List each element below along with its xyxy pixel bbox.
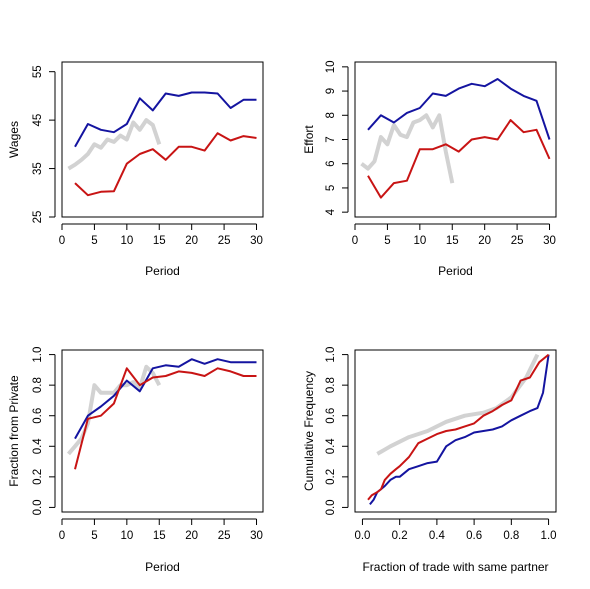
- y-tick-label: 10: [325, 60, 337, 73]
- x-tick-label: 10: [413, 235, 426, 247]
- x-tick-label: 0.0: [354, 530, 370, 542]
- x-tick-label: 5: [384, 235, 390, 247]
- panel-cumulative: 0.0 0.2 0.4 0.6 0.8 1.0 0.0 0.2 0.4 0.6 0.8 1.0 Frac…: [302, 347, 557, 574]
- series-line-red: [74, 367, 257, 470]
- y-axis-title: Cumulative Frequency: [302, 371, 316, 491]
- x-axis: 0 5 10 15 20 25 30: [352, 223, 556, 247]
- x-tick-label: 1.0: [541, 530, 557, 542]
- y-axis-title: Wages: [7, 121, 21, 158]
- y-tick-label: 0.4: [325, 438, 337, 455]
- y-tick-label: 45: [32, 114, 44, 127]
- y-tick-label: 0.2: [325, 469, 337, 485]
- x-tick-label: 30: [250, 530, 263, 542]
- y-tick-label: 5: [325, 185, 337, 191]
- x-axis: 0.0 0.2 0.4 0.6 0.8 1.0: [354, 518, 557, 542]
- x-tick-label: 15: [446, 235, 459, 247]
- x-axis-title: Period: [145, 264, 180, 278]
- x-tick-label: 0: [59, 235, 65, 247]
- x-tick-label: 30: [543, 235, 556, 247]
- series-line-red: [367, 353, 550, 501]
- y-tick-label: 8: [325, 112, 337, 118]
- y-axis: 0.0 0.2 0.4 0.6 0.8 1.0: [325, 347, 349, 515]
- x-tick-label: 0.2: [392, 530, 408, 542]
- x-tick-label: 20: [185, 235, 198, 247]
- y-tick-label: 0.8: [32, 377, 44, 393]
- y-axis: 25 35 45 55: [32, 65, 56, 224]
- plot-frame: [61, 349, 264, 513]
- series-line-blue: [74, 91, 257, 148]
- x-tick-label: 10: [120, 530, 133, 542]
- panel-wages: 0 5 10 15 20 25 30 25 35 45 55 Period Wages: [7, 61, 264, 278]
- x-tick-label: 30: [250, 235, 263, 247]
- y-tick-label: 0.2: [32, 469, 44, 485]
- x-tick-label: 0: [352, 235, 358, 247]
- y-tick-label: 0.4: [32, 438, 44, 455]
- y-axis: 4 5 6 7 8 9 10: [325, 60, 349, 215]
- series-line-gray: [360, 113, 455, 184]
- panel-effort: 0 5 10 15 20 25 30 4 5 6 7 8 9 10 Period Effort: [302, 60, 557, 278]
- y-tick-label: 0.8: [325, 377, 337, 393]
- panel-private: 0 5 10 15 20 25 30 0.0 0.2 0.4 0.6 0.8 1.0 Period Frac…: [7, 347, 264, 574]
- x-tick-label: 0.4: [429, 530, 446, 542]
- y-tick-label: 35: [32, 162, 44, 175]
- y-tick-label: 0.0: [325, 499, 337, 515]
- plot-frame: [61, 61, 264, 218]
- x-tick-label: 15: [153, 235, 166, 247]
- x-tick-label: 10: [120, 235, 133, 247]
- x-tick-label: 0.8: [503, 530, 519, 542]
- x-tick-label: 25: [218, 530, 231, 542]
- series-line-red: [367, 119, 551, 199]
- x-tick-label: 5: [91, 530, 97, 542]
- x-tick-label: 20: [478, 235, 491, 247]
- x-tick-label: 25: [218, 235, 231, 247]
- x-axis-title: Period: [438, 264, 473, 278]
- y-tick-label: 7: [325, 136, 337, 142]
- y-tick-label: 6: [325, 161, 337, 167]
- y-tick-label: 55: [32, 65, 44, 78]
- x-axis: 0 5 10 15 20 25 30: [59, 518, 263, 542]
- x-axis: 0 5 10 15 20 25 30: [59, 223, 263, 247]
- y-axis-title: Effort: [302, 125, 316, 154]
- y-tick-label: 0.0: [32, 499, 44, 515]
- y-tick-label: 4: [325, 208, 337, 215]
- series-line-red: [74, 132, 257, 197]
- series-line-gray: [67, 118, 162, 171]
- x-tick-label: 25: [511, 235, 524, 247]
- y-tick-label: 25: [32, 211, 44, 224]
- x-tick-label: 0.6: [466, 530, 482, 542]
- y-axis: 0.0 0.2 0.4 0.6 0.8 1.0: [32, 347, 56, 515]
- series-line-blue: [369, 354, 550, 506]
- series-line-blue: [367, 78, 551, 140]
- y-axis-title: Fraction from Private: [7, 375, 21, 487]
- x-tick-label: 0: [59, 530, 65, 542]
- y-tick-label: 0.6: [325, 408, 337, 424]
- x-tick-label: 20: [185, 530, 198, 542]
- y-tick-label: 0.6: [32, 408, 44, 424]
- plot-frame: [354, 61, 557, 218]
- y-tick-label: 1.0: [325, 347, 337, 363]
- y-tick-label: 9: [325, 88, 337, 94]
- x-axis-title: Fraction of trade with same partner: [362, 560, 548, 574]
- plot-frame: [354, 349, 557, 513]
- series-line-blue: [74, 358, 257, 440]
- x-axis-title: Period: [145, 560, 180, 574]
- x-tick-label: 5: [91, 235, 97, 247]
- y-tick-label: 1.0: [32, 347, 44, 363]
- x-tick-label: 15: [153, 530, 166, 542]
